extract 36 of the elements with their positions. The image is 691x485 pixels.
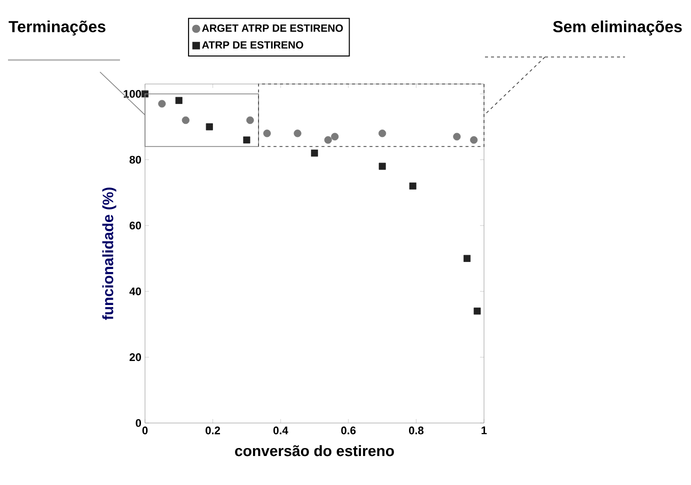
x-tick-label: 0.4 (273, 426, 288, 434)
x-tick-label: 0.8 (408, 426, 424, 434)
x-tick-label: 0 (142, 426, 148, 434)
y-tick-label: 20 (130, 353, 142, 362)
legend-label: ARGET ATRP DE ESTIRENO (202, 24, 343, 32)
text: Sem eliminações (553, 20, 682, 36)
point (453, 132, 461, 140)
y-tick-label: 60 (130, 222, 142, 230)
y-tick-label: 0 (136, 419, 142, 427)
point (243, 136, 250, 144)
point (158, 100, 166, 108)
y-tick-label: 100 (124, 90, 142, 98)
point (474, 308, 481, 315)
x-tick-label: 0.6 (341, 426, 356, 434)
x-axis-title: conversão do estireno (235, 445, 394, 456)
legend-label: ATRP DE ESTIRENO (202, 41, 304, 49)
point (206, 123, 213, 130)
point (464, 254, 471, 262)
point (246, 116, 254, 124)
x-tick-label: 1 (482, 426, 487, 434)
point (263, 130, 271, 138)
point (182, 116, 190, 124)
point (378, 162, 386, 170)
point (324, 136, 332, 144)
y-tick-label: 80 (130, 156, 142, 164)
point (409, 182, 416, 190)
text: Terminações (8, 20, 106, 36)
y-tick-label: 40 (129, 287, 142, 296)
point (331, 132, 339, 140)
y-axis-title: funcionalidade (%) (102, 188, 116, 320)
point (311, 150, 318, 157)
point (378, 130, 386, 138)
point (294, 130, 302, 138)
point (470, 136, 478, 144)
point (175, 96, 182, 104)
x-tick-label: 0.2 (206, 426, 220, 434)
